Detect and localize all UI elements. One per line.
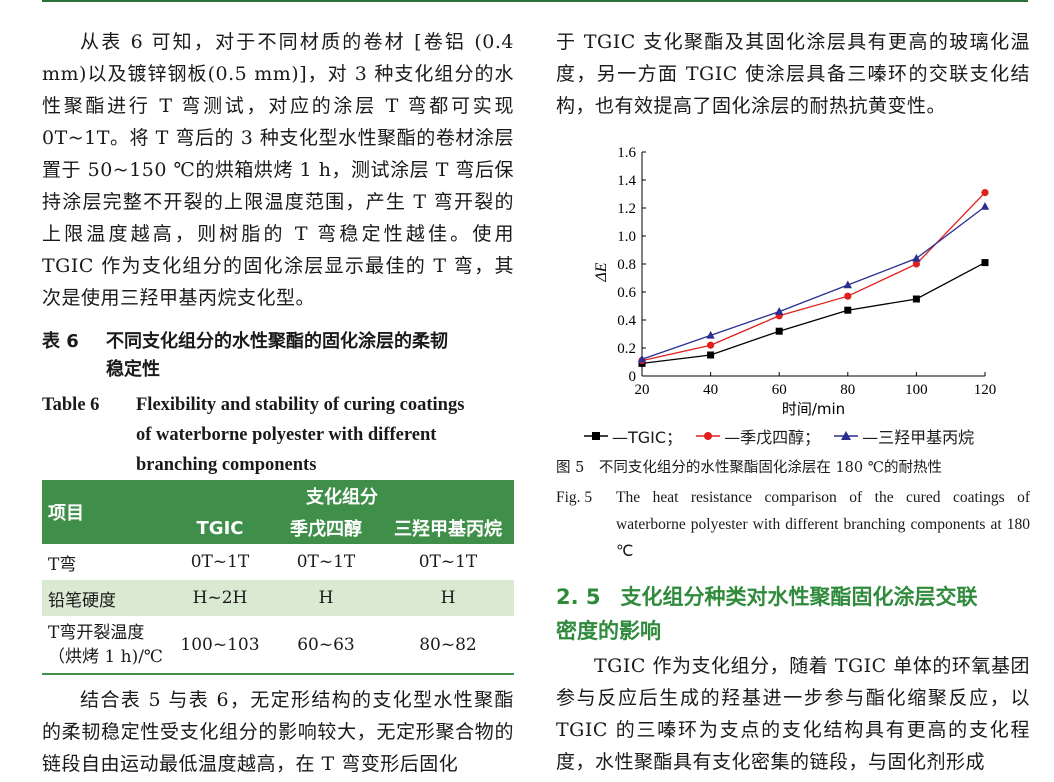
x-tick-label: 80	[840, 382, 855, 398]
left-bottom-block: 结合表 5 与表 6，无定形结构的支化型水性聚酯的柔韧稳定性受支化组分的影响较大…	[42, 684, 514, 780]
table-row-label: 铅笔硬度	[42, 580, 170, 616]
right-paragraph-tgic: 于 TGIC 支化聚酯及其固化涂层具有更高的玻璃化温度，另一方面 TGIC 使涂…	[556, 31, 1030, 117]
table6-cn-label: 表 6	[42, 331, 79, 352]
data-point	[637, 354, 647, 363]
table-header-col: TGIC	[170, 512, 270, 544]
table-cell: H~2H	[170, 580, 270, 616]
legend-label: —TGIC；	[612, 428, 683, 447]
table-row-label: T弯	[48, 554, 77, 575]
legend-circle-marker	[696, 432, 721, 440]
right-paragraph-crosslink: TGIC 作为支化组分，随着 TGIC 单体的环氧基团参与反应后生成的羟基进一步…	[556, 655, 1030, 773]
y-tick-label: 0	[629, 369, 637, 385]
left-paragraph-t-bend: 从表 6 可知，对于不同材质的卷材 [卷铝 (0.4 mm)以及镀锌钢板(0.5…	[42, 31, 514, 309]
left-paragraph-combined: 结合表 5 与表 6，无定形结构的支化型水性聚酯的柔韧稳定性受支化组分的影响较大…	[42, 689, 514, 775]
table-row: T弯 0T~1T 0T~1T 0T~1T	[42, 544, 514, 580]
x-tick-label: 60	[772, 382, 787, 398]
chart-legend: —TGIC； —季戊四醇； —三羟甲基丙烷	[584, 424, 974, 448]
data-point	[775, 327, 783, 335]
table-header-col: 季戊四醇	[270, 512, 382, 544]
data-point	[844, 306, 852, 314]
data-point	[843, 280, 852, 289]
table-cell: 100~103	[170, 616, 270, 675]
data-point	[981, 189, 989, 197]
series-line	[641, 262, 986, 365]
table6-en-caption: Table 6 Flexibility and stability of curi…	[42, 390, 514, 480]
left-column: 从表 6 可知，对于不同材质的卷材 [卷铝 (0.4 mm)以及镀锌钢板(0.5…	[42, 26, 514, 314]
table6-cn-caption: 表 6 不同支化组分的水性聚酯的固化涂层的柔韧 稳定性	[42, 328, 514, 384]
legend-label: —三羟甲基丙烷	[862, 428, 975, 447]
x-axis-label: 时间/min	[782, 400, 845, 418]
x-tick-label: 120	[974, 382, 997, 398]
legend-item-tmp: —三羟甲基丙烷	[834, 424, 974, 448]
table-header-group: 支化组分	[170, 480, 514, 512]
data-point	[706, 330, 715, 339]
right-column: 于 TGIC 支化聚酯及其固化涂层具有更高的玻璃化温度，另一方面 TGIC 使涂…	[556, 26, 1030, 122]
table-cell: 0T~1T	[190, 552, 250, 572]
table-cell: 80~82	[382, 616, 514, 675]
line-chart: 0 0.2 0.4 0.6 0.8 1.0 1.2 1.4 1.6 20 40 60 80 100 120 时…	[593, 145, 997, 418]
y-tick-label: 1.6	[617, 145, 636, 161]
table6-en-title-2: of waterborne polyester with different	[136, 425, 437, 445]
table6-cn-title-1: 不同支化组分的水性聚酯的固化涂层的柔韧	[106, 331, 448, 352]
legend-square-marker	[584, 432, 608, 440]
figure5-en-label: Fig. 5	[556, 489, 593, 506]
table-cell: H	[270, 580, 382, 616]
table-cell: H	[382, 580, 514, 616]
legend-triangle-marker	[834, 431, 859, 440]
y-tick-label: 1.4	[617, 173, 636, 189]
table6-cn-title-2: 稳定性	[106, 359, 160, 380]
section-heading: 2. 5 支化组分种类对水性聚酯固化涂层交联 密度的影响	[556, 580, 1030, 648]
data-point	[912, 253, 921, 262]
top-rule	[42, 0, 1028, 2]
y-axis-label: ΔE	[593, 262, 610, 282]
table-row-label-line1: T弯开裂温度	[48, 622, 145, 643]
x-tick-label: 20	[635, 382, 650, 398]
table6-en-title-1: Flexibility and stability of curing coat…	[136, 395, 465, 415]
y-tick-label: 0.2	[617, 341, 636, 357]
data-point	[981, 259, 989, 267]
table-cell: 0T~1T	[296, 552, 356, 572]
section-number: 2. 5	[556, 585, 601, 609]
table-header-item: 项目	[42, 480, 170, 544]
series-line	[641, 206, 986, 360]
data-point	[775, 307, 784, 315]
y-tick-label: 0.4	[617, 313, 636, 329]
figure5-en-caption: Fig. 5 The heat resistance comparison of …	[556, 484, 1030, 565]
table-cell: 60~63	[270, 616, 382, 675]
figure5-en-text: The heat resistance comparison of the cu…	[616, 489, 1030, 560]
table-row-label-line2: （烘烤 1 h)/℃	[48, 646, 163, 667]
table6-en-label: Table 6	[42, 395, 100, 415]
y-tick-label: 1.0	[617, 229, 636, 245]
figure5-chart: 0 0.2 0.4 0.6 0.8 1.0 1.2 1.4 1.6 20 40 60 80 100 120 时…	[580, 140, 1020, 460]
data-point	[707, 351, 715, 359]
y-tick-label: 0.6	[617, 285, 636, 301]
data-point	[707, 341, 715, 349]
data-point	[844, 292, 852, 300]
data-point	[912, 295, 920, 303]
table6: 项目 支化组分 TGIC 季戊四醇 三羟甲基丙烷 T弯 0T~1T 0T~1T …	[42, 480, 514, 675]
table-header-col: 三羟甲基丙烷	[382, 512, 514, 544]
table-row: T弯开裂温度 （烘烤 1 h)/℃ 100~103 60~63 80~82	[42, 616, 514, 675]
figure5-cn-caption: 图 5 不同支化组分的水性聚酯固化涂层在 180 ℃的耐热性	[556, 460, 942, 476]
legend-item-pentaerythritol: —季戊四醇；	[696, 424, 820, 448]
table6-en-title-3: branching components	[136, 455, 317, 475]
table-row-label: T弯开裂温度 （烘烤 1 h)/℃	[42, 616, 170, 675]
y-tick-label: 0.8	[617, 257, 636, 273]
y-tick-label: 1.2	[617, 201, 636, 217]
legend-item-tgic: —TGIC；	[584, 424, 682, 448]
right-bottom-block: TGIC 作为支化组分，随着 TGIC 单体的环氧基团参与反应后生成的羟基进一步…	[556, 650, 1030, 778]
legend-label: —季戊四醇；	[724, 428, 821, 447]
data-point	[912, 260, 920, 268]
data-point	[980, 202, 990, 210]
series-line	[641, 192, 986, 362]
table-cell: 0T~1T	[418, 552, 478, 572]
table-row: 铅笔硬度 H~2H H H	[42, 580, 514, 616]
x-tick-label: 100	[905, 382, 928, 398]
section-title-2: 密度的影响	[556, 619, 661, 643]
section-title-1: 支化组分种类对水性聚酯固化涂层交联	[620, 585, 978, 609]
x-tick-label: 40	[703, 382, 718, 398]
